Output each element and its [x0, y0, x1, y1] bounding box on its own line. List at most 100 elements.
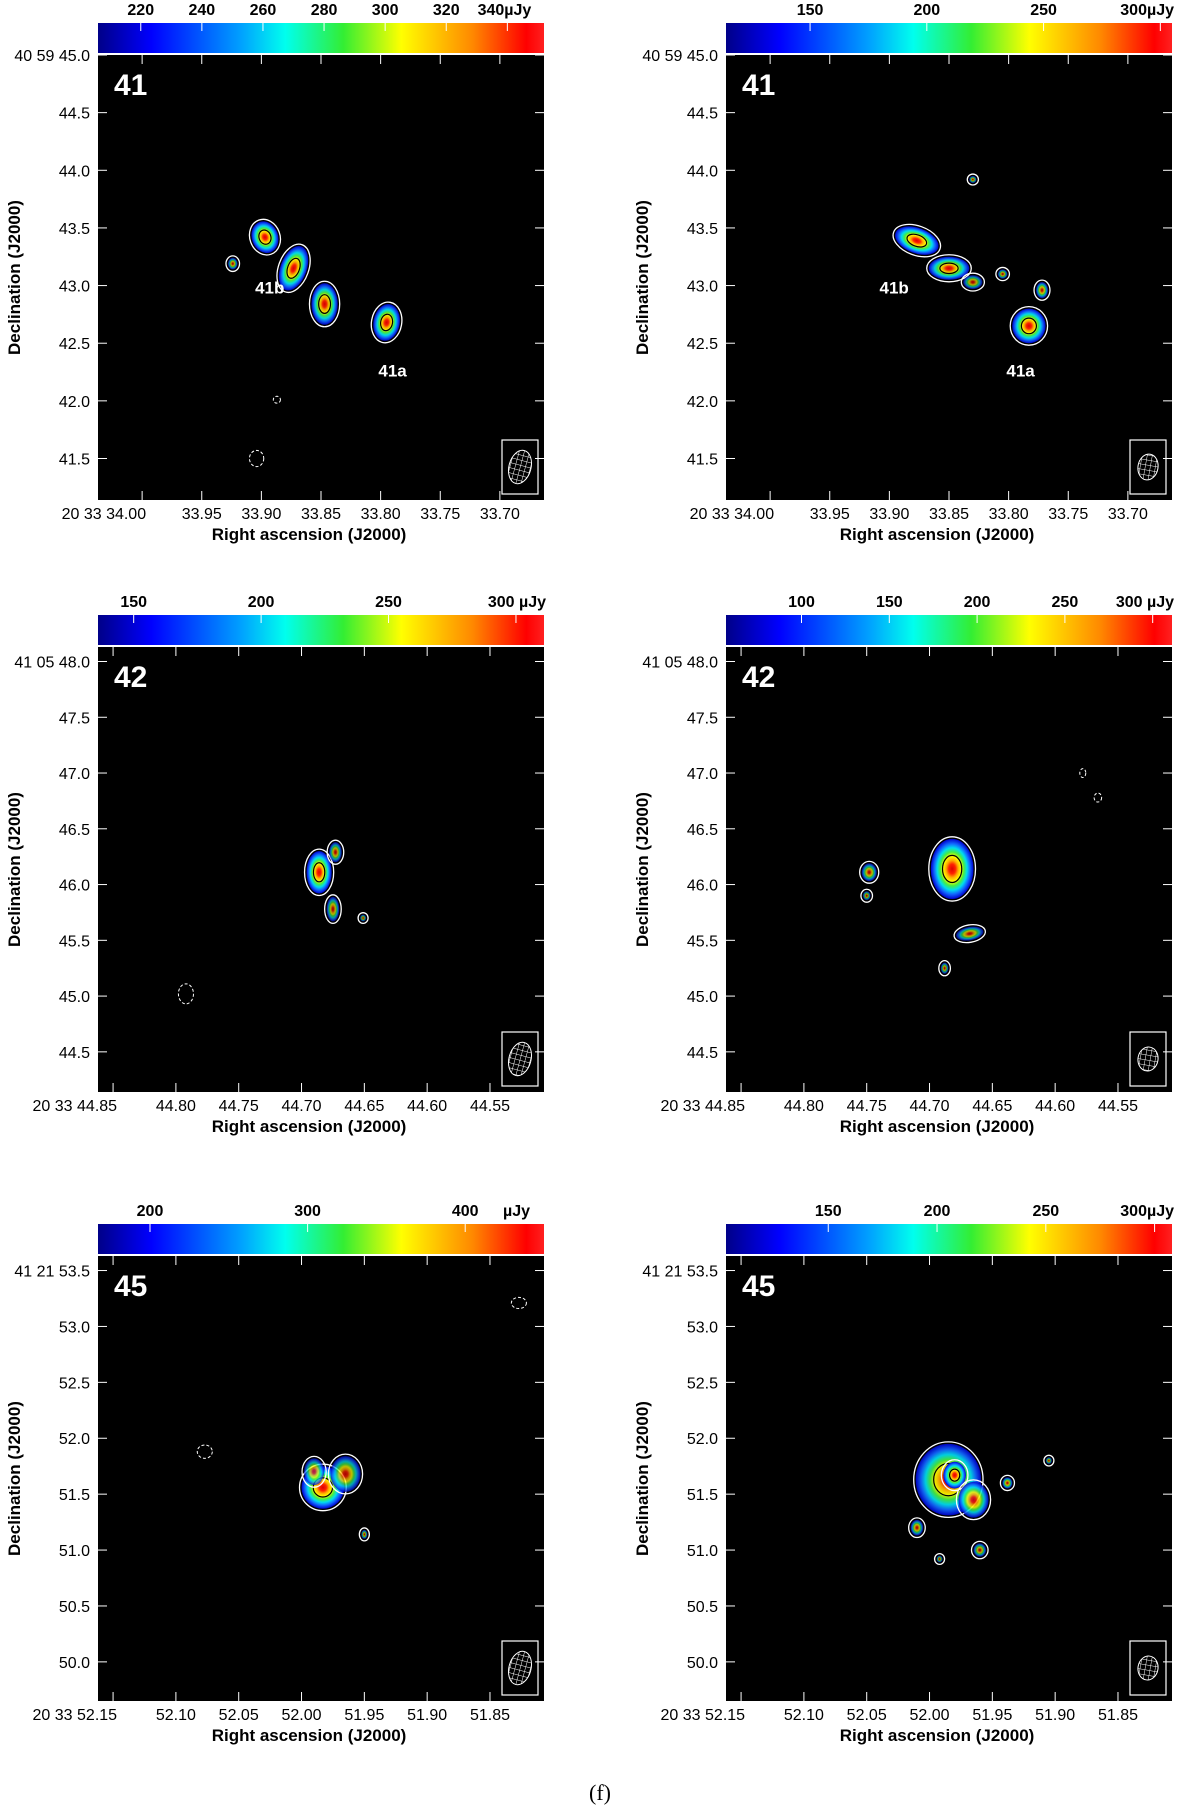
y-tick-label: 45.0 [59, 989, 90, 1006]
negative-contour [1079, 768, 1087, 778]
colorbar [726, 615, 1172, 645]
x-tick-label: 51.95 [344, 1707, 384, 1724]
source-contour [955, 1479, 992, 1521]
x-axis-title: Right ascension (J2000) [840, 525, 1035, 544]
x-tick-label: 33.95 [810, 506, 850, 523]
emission-layer [196, 1296, 527, 1542]
x-tick-label: 33.85 [929, 506, 969, 523]
x-tick-label: 33.75 [420, 506, 460, 523]
source-emission [278, 246, 309, 291]
colorbar-tick-label: 300 [294, 1203, 321, 1220]
y-tick-label: 46.5 [59, 822, 90, 839]
x-tick-label: 20 33 34.00 [62, 506, 147, 523]
beam-ellipse [507, 1041, 533, 1077]
colorbar [98, 615, 544, 645]
negative-contour [510, 1296, 527, 1310]
colorbar-tick-label: 100 [788, 594, 815, 611]
panel-41-right: 150 200 250 300µJy 41b 41a 41 20 33 34.00 33.95 3… [633, 2, 1174, 544]
beam-ellipse [1137, 1046, 1159, 1072]
source-emission [963, 275, 983, 290]
y-axis-title: Declination (J2000) [633, 792, 652, 947]
source-emission [1036, 282, 1048, 299]
x-tick-label: 33.75 [1048, 506, 1088, 523]
x-tick-label: 52.05 [219, 1707, 259, 1724]
colorbar-tick-label: 340µJy [478, 2, 532, 19]
source-inner-contour [941, 854, 963, 884]
x-tick-label: 20 33 52.15 [33, 1707, 118, 1724]
y-tick-label: 46.0 [59, 878, 90, 895]
y-tick-label: 45.0 [687, 989, 718, 1006]
y-tick-label: 42.0 [687, 394, 718, 411]
source-inner-contour [906, 233, 928, 248]
colorbar [726, 1224, 1172, 1254]
colorbar [98, 23, 544, 53]
source-contour [301, 1455, 327, 1488]
colorbar-tick-label: 250 [1030, 2, 1057, 19]
source-label: 41a [378, 362, 407, 381]
colorbar-tick-label: 200 [137, 1203, 164, 1220]
source-inner-contour [939, 262, 959, 275]
source-emission [973, 1543, 987, 1557]
panel-42-left: 150 200 250 300 µJy 42 20 33 44.85 44.80 44.75 4… [5, 594, 546, 1136]
colorbar-tick-label: 150 [797, 2, 824, 19]
source-emission [227, 257, 238, 270]
beam-box [1129, 439, 1167, 495]
x-tick-label: 44.75 [847, 1098, 887, 1115]
beam-box [1129, 1640, 1167, 1696]
source-emission [997, 269, 1008, 279]
source-emission [329, 842, 342, 863]
y-tick-label: 43.5 [687, 221, 718, 238]
y-tick-label: 41.5 [687, 451, 718, 468]
source-emission [940, 962, 949, 974]
beam-box [1129, 1031, 1167, 1087]
y-tick-label: 44.5 [687, 1045, 718, 1062]
source-contour [966, 173, 980, 186]
source-emission [969, 176, 977, 183]
y-tick-label: 40 59 45.0 [642, 48, 718, 65]
emission-layer [859, 768, 1103, 977]
negative-contour [248, 449, 265, 468]
source-contour [970, 1540, 989, 1560]
y-tick-label: 41 21 53.5 [642, 1264, 718, 1281]
colorbar [726, 23, 1172, 53]
source-contour [995, 266, 1011, 282]
x-tick-label: 20 33 44.85 [661, 1098, 746, 1115]
source-contour [1043, 1454, 1055, 1467]
source-emission [936, 1555, 943, 1563]
colorbar-tick-label: 280 [311, 2, 338, 19]
panel-45-right: 150 200 250 300µJy 45 20 33 52.15 52.10 52.05 52… [633, 1203, 1174, 1745]
colorbar-tick-label: 200 [964, 594, 991, 611]
y-tick-label: 52.5 [687, 1375, 718, 1392]
source-contour [326, 839, 345, 865]
y-tick-label: 52.0 [687, 1431, 718, 1448]
x-axis-title: Right ascension (J2000) [212, 1117, 407, 1136]
source-emission [1045, 1457, 1052, 1464]
colorbar-tick-label: 200 [913, 2, 940, 19]
figure-caption: (f) [589, 1780, 611, 1805]
beam-box [501, 1031, 539, 1087]
panel-number: 45 [742, 1270, 775, 1303]
source-emission [956, 926, 984, 941]
x-tick-label: 44.60 [1035, 1098, 1075, 1115]
beam-ellipse [1137, 453, 1159, 481]
source-emission [861, 863, 877, 882]
y-tick-label: 46.0 [687, 878, 718, 895]
y-tick-label: 41 05 48.0 [14, 654, 90, 671]
source-label: 41b [879, 279, 908, 298]
y-tick-label: 50.0 [687, 1655, 718, 1672]
source-contour [308, 280, 341, 328]
x-tick-label: 20 33 52.15 [661, 1707, 746, 1724]
source-contour [276, 243, 311, 294]
colorbar-tick-label: µJy [503, 1203, 530, 1220]
x-tick-label: 33.70 [1108, 506, 1148, 523]
colorbar-tick-label: 150 [815, 1203, 842, 1220]
y-tick-label: 53.0 [687, 1319, 718, 1336]
source-contour [1033, 279, 1051, 301]
y-tick-label: 51.0 [687, 1543, 718, 1560]
y-tick-label: 47.5 [687, 710, 718, 727]
y-tick-label: 46.5 [687, 822, 718, 839]
x-tick-label: 33.85 [301, 506, 341, 523]
x-axis-title: Right ascension (J2000) [212, 525, 407, 544]
x-tick-label: 44.80 [156, 1098, 196, 1115]
x-axis-title: Right ascension (J2000) [840, 1726, 1035, 1745]
